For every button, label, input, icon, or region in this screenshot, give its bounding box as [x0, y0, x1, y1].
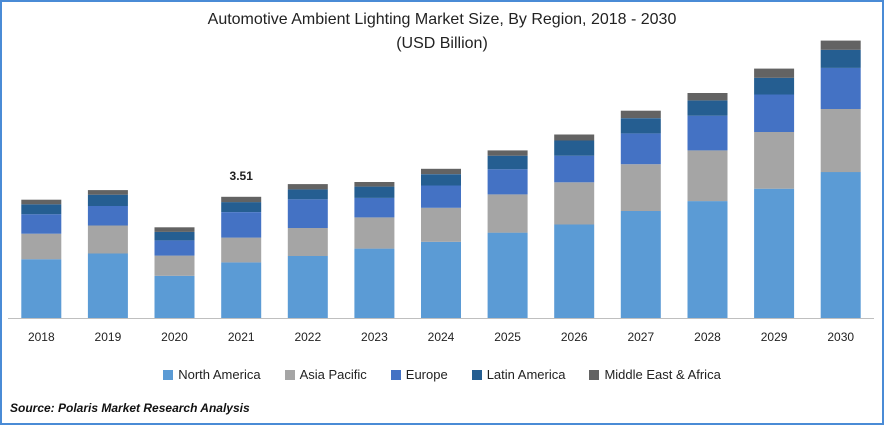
legend-item-latin-america: Latin America: [471, 367, 566, 382]
legend-label-asia-pacific: Asia Pacific: [299, 367, 367, 382]
legend-label-latin-america: Latin America: [486, 367, 566, 382]
x-tick-label-2023: 2023: [361, 330, 388, 344]
bar-segment-2027-asia-pacific: [620, 164, 661, 211]
bar-segment-2025-north-america: [487, 232, 528, 318]
bar-segment-2025-europe: [487, 169, 528, 195]
bar-segment-2019-europe: [87, 206, 128, 226]
x-tick-label-2027: 2027: [627, 330, 654, 344]
legend-label-europe: Europe: [405, 367, 448, 382]
legend-label-north-america: North America: [178, 367, 261, 382]
bar-segment-2023-north-america: [354, 248, 395, 318]
bar-segment-2022-north-america: [287, 256, 328, 318]
bar-segment-2028-latin-america: [687, 100, 728, 116]
legend-label-middle-east-africa: Middle East & Africa: [604, 367, 721, 382]
legend-item-middle-east-africa: Middle East & Africa: [589, 367, 721, 382]
legend-swatch-asia-pacific: [284, 369, 295, 380]
x-tick-label-2029: 2029: [761, 330, 788, 344]
legend-item-north-america: North America: [163, 367, 261, 382]
bar-segment-2018-europe: [21, 214, 62, 234]
bar-segment-2024-latin-america: [421, 174, 461, 186]
x-tick-label-2018: 2018: [28, 330, 55, 344]
bar-segment-2019-north-america: [87, 253, 128, 318]
bar-segment-2022-asia-pacific: [287, 228, 328, 256]
bar-segment-2027-europe: [620, 133, 661, 165]
source-note: Source: Polaris Market Research Analysis: [10, 401, 250, 415]
legend-swatch-latin-america: [471, 369, 482, 380]
bar-segment-2024-middle-east-africa: [421, 168, 461, 175]
legend-swatch-europe: [390, 369, 401, 380]
bar-segment-2029-north-america: [754, 188, 795, 318]
bar-segment-2030-asia-pacific: [820, 109, 861, 173]
bar-segment-2020-asia-pacific: [154, 255, 195, 276]
chart-subtitle: (USD Billion): [396, 35, 488, 52]
bar-segment-2030-middle-east-africa: [820, 40, 861, 50]
bar-segment-2018-asia-pacific: [21, 233, 62, 260]
legend-item-europe: Europe: [390, 367, 448, 382]
bar-segment-2021-latin-america: [221, 202, 262, 212]
bar-segment-2026-asia-pacific: [554, 182, 595, 225]
x-tick-label-2028: 2028: [694, 330, 721, 344]
bar-segment-2020-north-america: [154, 275, 195, 318]
bar-segment-2018-middle-east-africa: [21, 199, 62, 205]
bar-segment-2028-europe: [687, 115, 728, 151]
bar-segment-2026-north-america: [554, 224, 595, 318]
bar-segment-2023-latin-america: [354, 186, 395, 198]
bar-segment-2019-asia-pacific: [87, 225, 128, 254]
bar-segment-2018-latin-america: [21, 204, 62, 215]
bar-segment-2021-europe: [221, 212, 262, 238]
bar-segment-2020-latin-america: [154, 231, 195, 241]
bar-segment-2026-europe: [554, 155, 595, 183]
bar-segment-2027-latin-america: [620, 118, 661, 134]
x-tick-label-2021: 2021: [228, 330, 255, 344]
bar-segment-2030-latin-america: [820, 49, 861, 68]
bar-segment-2022-latin-america: [287, 189, 328, 200]
bar-segment-2025-middle-east-africa: [487, 150, 528, 156]
bar-segment-2026-latin-america: [554, 140, 595, 156]
bar-segment-2029-europe: [754, 94, 795, 132]
bar-segment-2028-north-america: [687, 201, 728, 318]
chart-title: Automotive Ambient Lighting Market Size,…: [207, 11, 677, 28]
bar-segment-2028-middle-east-africa: [687, 93, 728, 101]
bar-segment-2020-europe: [154, 240, 195, 256]
x-tick-label-2025: 2025: [494, 330, 521, 344]
bar-segment-2023-asia-pacific: [354, 217, 395, 249]
chart-legend: North America Asia Pacific Europe Latin Ame…: [0, 367, 884, 382]
bar-segment-2030-europe: [820, 67, 861, 109]
data-label-2021: 3.51: [230, 169, 254, 183]
bar-segment-2022-europe: [287, 199, 328, 228]
bar-segment-2022-middle-east-africa: [287, 184, 328, 190]
bar-segment-2024-asia-pacific: [421, 207, 461, 242]
bar-segment-2023-middle-east-africa: [354, 182, 395, 187]
bar-segment-2025-asia-pacific: [487, 194, 528, 233]
bar-segment-2024-europe: [421, 185, 461, 208]
bar-segment-2027-north-america: [620, 211, 661, 318]
x-tick-label-2030: 2030: [827, 330, 854, 344]
bar-segment-2021-north-america: [221, 262, 262, 318]
bar-segment-2018-north-america: [21, 259, 62, 318]
x-tick-label-2020: 2020: [161, 330, 188, 344]
x-tick-label-2026: 2026: [561, 330, 588, 344]
bar-segment-2021-middle-east-africa: [221, 196, 262, 203]
legend-swatch-north-america: [163, 369, 174, 380]
bar-segment-2027-middle-east-africa: [620, 110, 661, 119]
legend-swatch-middle-east-africa: [589, 369, 600, 380]
bar-segment-2023-europe: [354, 197, 395, 218]
bar-segment-2020-middle-east-africa: [154, 227, 195, 232]
x-tick-label-2022: 2022: [294, 330, 321, 344]
bar-segment-2019-middle-east-africa: [87, 190, 128, 195]
bar-segment-2026-middle-east-africa: [554, 134, 595, 141]
bar-segment-2029-asia-pacific: [754, 132, 795, 189]
legend-item-asia-pacific: Asia Pacific: [284, 367, 367, 382]
bar-segment-2019-latin-america: [87, 194, 128, 206]
bar-segment-2025-latin-america: [487, 155, 528, 170]
x-tick-label-2024: 2024: [428, 330, 455, 344]
bar-segment-2029-middle-east-africa: [754, 68, 795, 78]
bar-segment-2028-asia-pacific: [687, 150, 728, 202]
bar-segment-2021-asia-pacific: [221, 237, 262, 263]
bar-segment-2029-latin-america: [754, 77, 795, 95]
bar-segment-2030-north-america: [820, 172, 861, 318]
x-tick-label-2019: 2019: [95, 330, 122, 344]
bar-segment-2024-north-america: [421, 241, 461, 318]
